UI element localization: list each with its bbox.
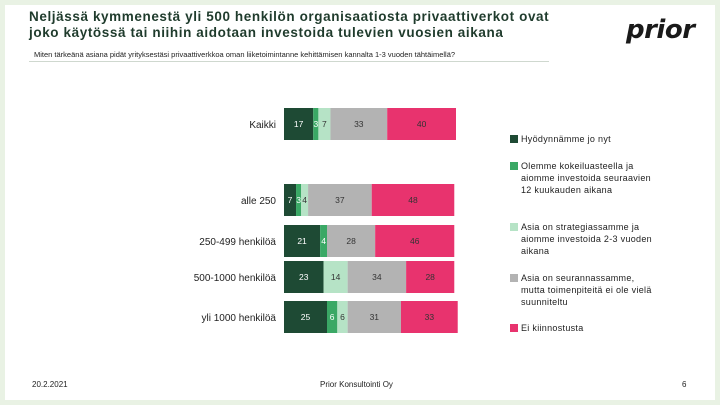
bar-segment (313, 108, 319, 140)
data-label: 7 (322, 119, 327, 129)
data-label: 25 (301, 312, 311, 322)
category-label: 500-1000 henkilöä (194, 273, 277, 284)
bar-segment (337, 301, 348, 333)
data-label: 7 (288, 195, 293, 205)
bar-segment (330, 108, 388, 140)
data-label: 21 (297, 236, 307, 246)
data-label: 28 (425, 272, 435, 282)
data-label: 46 (410, 236, 420, 246)
bar-segment (387, 108, 456, 140)
legend-label: Olemme kokeiluasteella ja aiomme investo… (521, 161, 651, 195)
data-label: 33 (425, 312, 435, 322)
page-number: 6 (682, 380, 687, 389)
bar-segment (318, 108, 331, 140)
bar-segment (284, 108, 314, 140)
legend-item: Asia on seurannassamme, mutta toimenpite… (510, 272, 660, 308)
category-label: 250-499 henkilöä (199, 237, 276, 248)
bar-segment (347, 261, 407, 293)
category-label: alle 250 (241, 196, 276, 207)
category-label: yli 1000 henkilöä (202, 313, 277, 324)
bar-segment (371, 184, 455, 216)
legend-swatch (510, 274, 518, 282)
data-label: 48 (408, 195, 418, 205)
footer-date: 20.2.2021 (32, 380, 68, 389)
bar-segment (301, 184, 309, 216)
data-label: 3 (296, 195, 301, 205)
bar-segment (308, 184, 372, 216)
legend-swatch (510, 162, 518, 170)
data-label: 14 (331, 272, 341, 282)
bar-segment (284, 301, 327, 333)
slide-title: Neljässä kymmenestä yli 500 henkilön org… (29, 9, 550, 40)
category-label: Kaikki (249, 120, 276, 131)
data-label: 28 (346, 236, 356, 246)
bar-segment (284, 225, 321, 257)
data-label: 6 (340, 312, 345, 322)
bar-segment (296, 184, 302, 216)
bar-segment (323, 261, 348, 293)
survey-question: Miten tärkeänä asiana pidät yrityksestäs… (34, 50, 456, 59)
legend-item: Hyödynnämme jo nyt (510, 133, 660, 145)
bar-segment (400, 301, 458, 333)
legend-label: Ei kiinnostusta (521, 323, 584, 333)
data-label: 37 (335, 195, 345, 205)
data-label: 6 (330, 312, 335, 322)
bar-segment (347, 301, 401, 333)
legend-label: Hyödynnämme jo nyt (521, 134, 611, 144)
data-label: 23 (299, 272, 309, 282)
legend-label: Asia on strategiassamme ja aiomme invest… (521, 222, 652, 256)
legend-item: Asia on strategiassamme ja aiomme invest… (510, 221, 660, 257)
bar-segment (375, 225, 455, 257)
legend-swatch (510, 324, 518, 332)
data-label: 17 (294, 119, 304, 129)
bar-segment (320, 225, 327, 257)
legend-swatch (510, 135, 518, 143)
data-label: 3 (313, 119, 318, 129)
bar-segment (284, 261, 324, 293)
data-label: 34 (372, 272, 382, 282)
question-divider (29, 61, 549, 62)
bar-segment (406, 261, 455, 293)
legend-label: Asia on seurannassamme, mutta toimenpite… (521, 273, 652, 307)
bar-segment (284, 184, 297, 216)
legend-item: Ei kiinnostusta (510, 322, 660, 334)
data-label: 33 (354, 119, 364, 129)
data-label: 40 (417, 119, 427, 129)
bar-segment (327, 301, 338, 333)
legend-item: Olemme kokeiluasteella ja aiomme investo… (510, 160, 660, 196)
data-label: 4 (321, 236, 326, 246)
data-label: 4 (302, 195, 307, 205)
legend-swatch (510, 223, 518, 231)
bar-segment (327, 225, 376, 257)
prior-logo: prior (626, 15, 695, 45)
data-label: 31 (370, 312, 380, 322)
footer-company: Prior Konsultointi Oy (320, 380, 393, 389)
